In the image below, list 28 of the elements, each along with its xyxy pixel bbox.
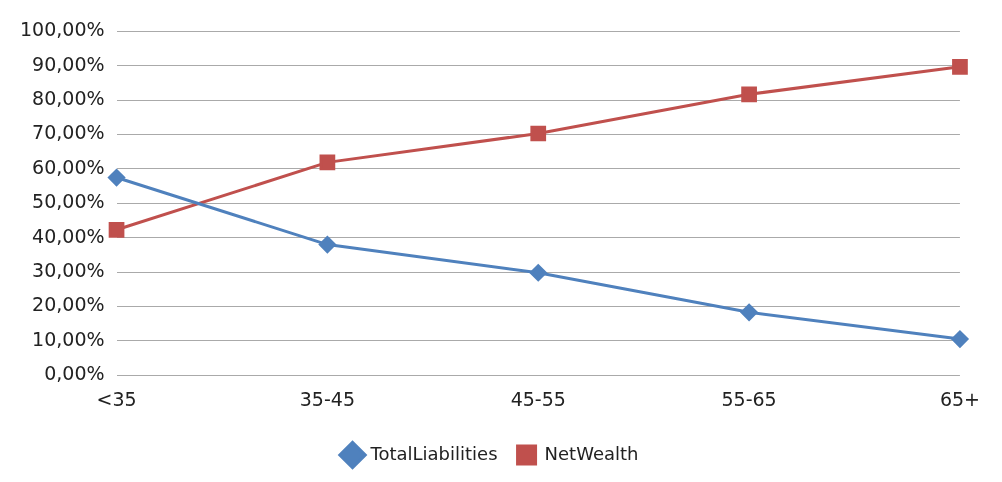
point	[318, 236, 336, 254]
legend-label: TotalLiabilities	[369, 442, 498, 464]
point	[530, 125, 547, 142]
point	[529, 264, 547, 282]
y-tick-label: 80,00%	[32, 87, 105, 110]
y-tick-label: 50,00%	[32, 190, 105, 213]
y-tick-label: 70,00%	[32, 121, 105, 144]
point	[108, 169, 126, 187]
y-tick-label: 0,00%	[44, 362, 105, 385]
x-tick-label: 45-55	[510, 387, 566, 410]
y-tick-label: 100,00%	[19, 18, 105, 41]
x-tick-label: 65+	[939, 387, 981, 410]
point	[108, 221, 125, 238]
y-tick-label: 30,00%	[32, 259, 105, 281]
x-tick-label: 35-45	[299, 387, 355, 410]
y-tick-label: 10,00%	[32, 327, 105, 350]
point	[740, 303, 758, 321]
y-tick-label: 90,00%	[32, 52, 105, 75]
y-tick-label: 20,00%	[32, 293, 105, 316]
legend-label: NetWealth	[544, 442, 639, 464]
point	[952, 58, 968, 75]
x-tick-label: <35	[96, 387, 137, 410]
x-tick-label: 55-65	[721, 387, 777, 410]
point	[951, 330, 969, 348]
y-tick-label: 40,00%	[32, 224, 105, 247]
y-tick-label: 60,00%	[32, 155, 105, 178]
point	[741, 86, 757, 103]
point	[319, 154, 336, 171]
